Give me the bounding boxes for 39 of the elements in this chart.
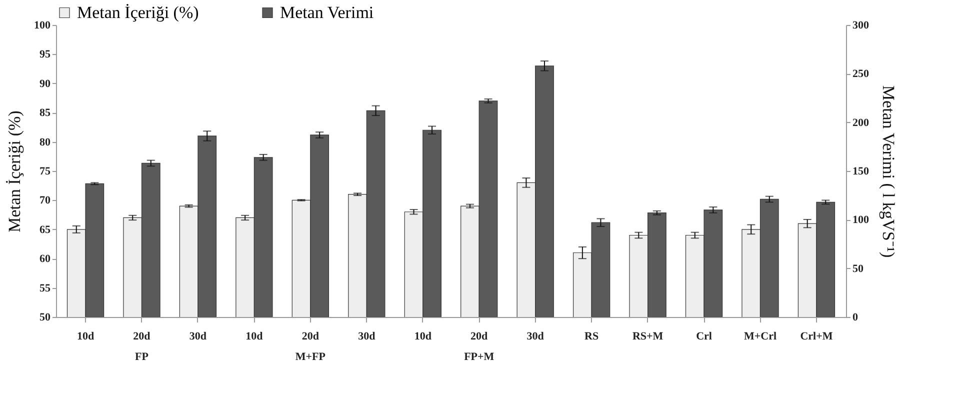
y-tick-label: 50 xyxy=(40,312,51,324)
x-tick-label: 30d xyxy=(358,330,376,342)
y-tick-label: 70 xyxy=(40,194,51,207)
y-axis-title: Metan İçeriği (%) xyxy=(5,110,24,232)
legend-label: Metan İçeriği (%) xyxy=(77,2,199,22)
x-tick-label: RS+M xyxy=(632,330,664,342)
x-tick-label: 20d xyxy=(470,330,488,342)
y2-tick-label: 100 xyxy=(852,214,870,226)
text: FP+M xyxy=(464,351,495,363)
y2-axis-title: Metan Verimi ( l kgVS⁻¹) xyxy=(879,85,898,258)
y-tick-label: 65 xyxy=(40,224,51,236)
x-tick-label: Crl xyxy=(696,330,712,342)
y-tick-label: 100 xyxy=(34,20,51,32)
x-tick-label: 10d xyxy=(76,330,94,342)
y-tick-label: 90 xyxy=(40,78,51,90)
text: M+FP xyxy=(295,351,326,363)
text: FP xyxy=(135,351,149,363)
y-tick-label: 95 xyxy=(40,48,51,61)
y-tick-label: 85 xyxy=(40,107,51,120)
x-tick-label: RS xyxy=(584,330,599,342)
y-tick-label: 55 xyxy=(40,282,51,294)
y2-tick-label: 250 xyxy=(852,68,870,80)
y-tick-label: 80 xyxy=(40,136,51,148)
legend-label: Metan Verimi xyxy=(280,2,374,22)
x-tick-label: 20d xyxy=(133,330,150,342)
y2-tick-label: 300 xyxy=(852,20,870,32)
y2-tick-label: 200 xyxy=(852,116,870,129)
y-tick-label: 60 xyxy=(40,253,51,266)
y2-tick-label: 0 xyxy=(852,312,858,324)
x-tick-label: 10d xyxy=(246,330,263,342)
x-tick-label: 30d xyxy=(526,330,544,342)
x-tick-label: 10d xyxy=(414,330,432,342)
x-tick-label: Crl+M xyxy=(800,330,834,342)
y2-tick-label: 50 xyxy=(852,262,864,275)
y-tick-label: 75 xyxy=(40,166,51,178)
y2-tick-label: 150 xyxy=(852,166,870,178)
x-tick-label: 20d xyxy=(302,330,319,342)
x-tick-label: M+Crl xyxy=(744,330,777,342)
x-tick-label: 30d xyxy=(189,330,207,342)
